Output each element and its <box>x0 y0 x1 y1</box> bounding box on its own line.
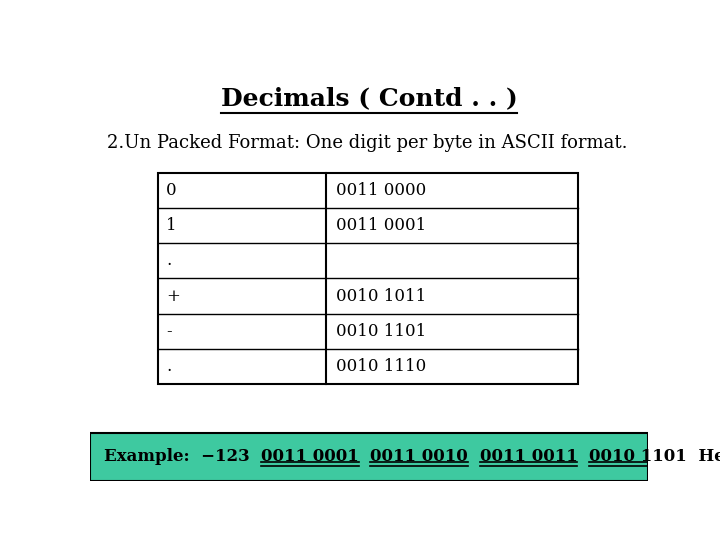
Bar <box>158 173 578 384</box>
Text: 0010 1011: 0010 1011 <box>336 288 426 305</box>
Text: .: . <box>166 252 171 269</box>
Text: +: + <box>166 288 180 305</box>
Bar <box>90 433 648 481</box>
Text: 0010 1101: 0010 1101 <box>589 448 687 465</box>
Text: 2.Un Packed Format: One digit per byte in ASCII format.: 2.Un Packed Format: One digit per byte i… <box>107 134 628 152</box>
Text: 1: 1 <box>166 217 176 234</box>
Text: 0011 0000: 0011 0000 <box>336 182 426 199</box>
Text: 0011 0001: 0011 0001 <box>261 448 359 465</box>
Text: 0011 0010: 0011 0010 <box>371 448 468 465</box>
Text: 0010 1101: 0010 1101 <box>336 323 426 340</box>
Text: .: . <box>166 358 171 375</box>
Text: 0010 1110: 0010 1110 <box>336 358 426 375</box>
Text: 0011 0001: 0011 0001 <box>336 217 426 234</box>
Text: -: - <box>166 323 171 340</box>
Text: 0: 0 <box>166 182 176 199</box>
Text: Hex # 31 32 33 2d: Hex # 31 32 33 2d <box>687 448 720 465</box>
Text: 0011 0011: 0011 0011 <box>480 448 577 465</box>
Text: Decimals ( Contd . . ): Decimals ( Contd . . ) <box>220 86 518 110</box>
Text: Example:  −123: Example: −123 <box>104 448 261 465</box>
